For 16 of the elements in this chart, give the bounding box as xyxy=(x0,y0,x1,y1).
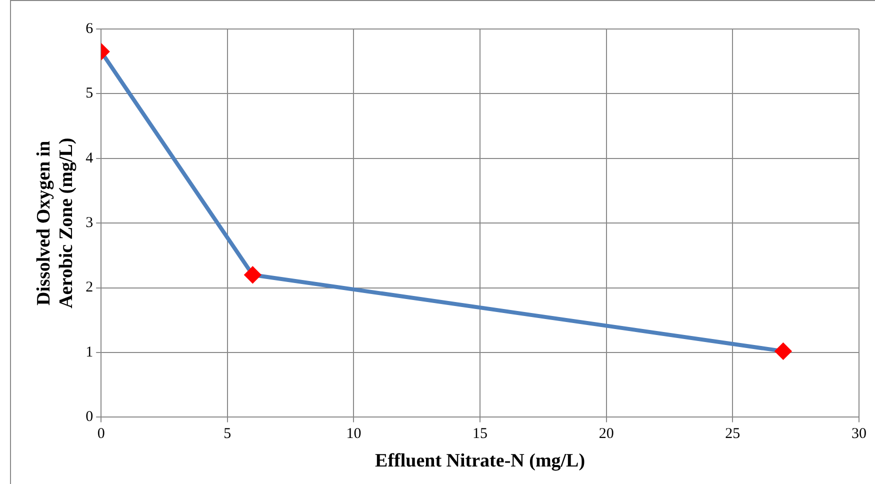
y-tick-label: 0 xyxy=(86,409,94,426)
x-tick-label: 10 xyxy=(346,426,362,442)
x-tick-label: 20 xyxy=(598,426,614,442)
y-tick-label: 1 xyxy=(86,344,94,360)
y-tick-label: 4 xyxy=(86,150,94,166)
x-axis-title: Effluent Nitrate-N (mg/L) xyxy=(375,450,586,472)
x-tick-label: 15 xyxy=(472,426,488,442)
y-tick-label: 3 xyxy=(86,215,94,232)
x-tick-label: 5 xyxy=(224,426,232,442)
x-tick-label: 0 xyxy=(97,426,105,442)
x-tick-label: 25 xyxy=(725,426,740,442)
y-tick-label: 6 xyxy=(86,20,94,37)
x-tick-label: 30 xyxy=(852,426,866,442)
y-tick-label: 5 xyxy=(86,86,94,102)
y-axis-title: Dissolved Oxygen in Aerobic Zone (mg/L) xyxy=(33,138,78,308)
y-tick-label: 2 xyxy=(86,280,94,296)
